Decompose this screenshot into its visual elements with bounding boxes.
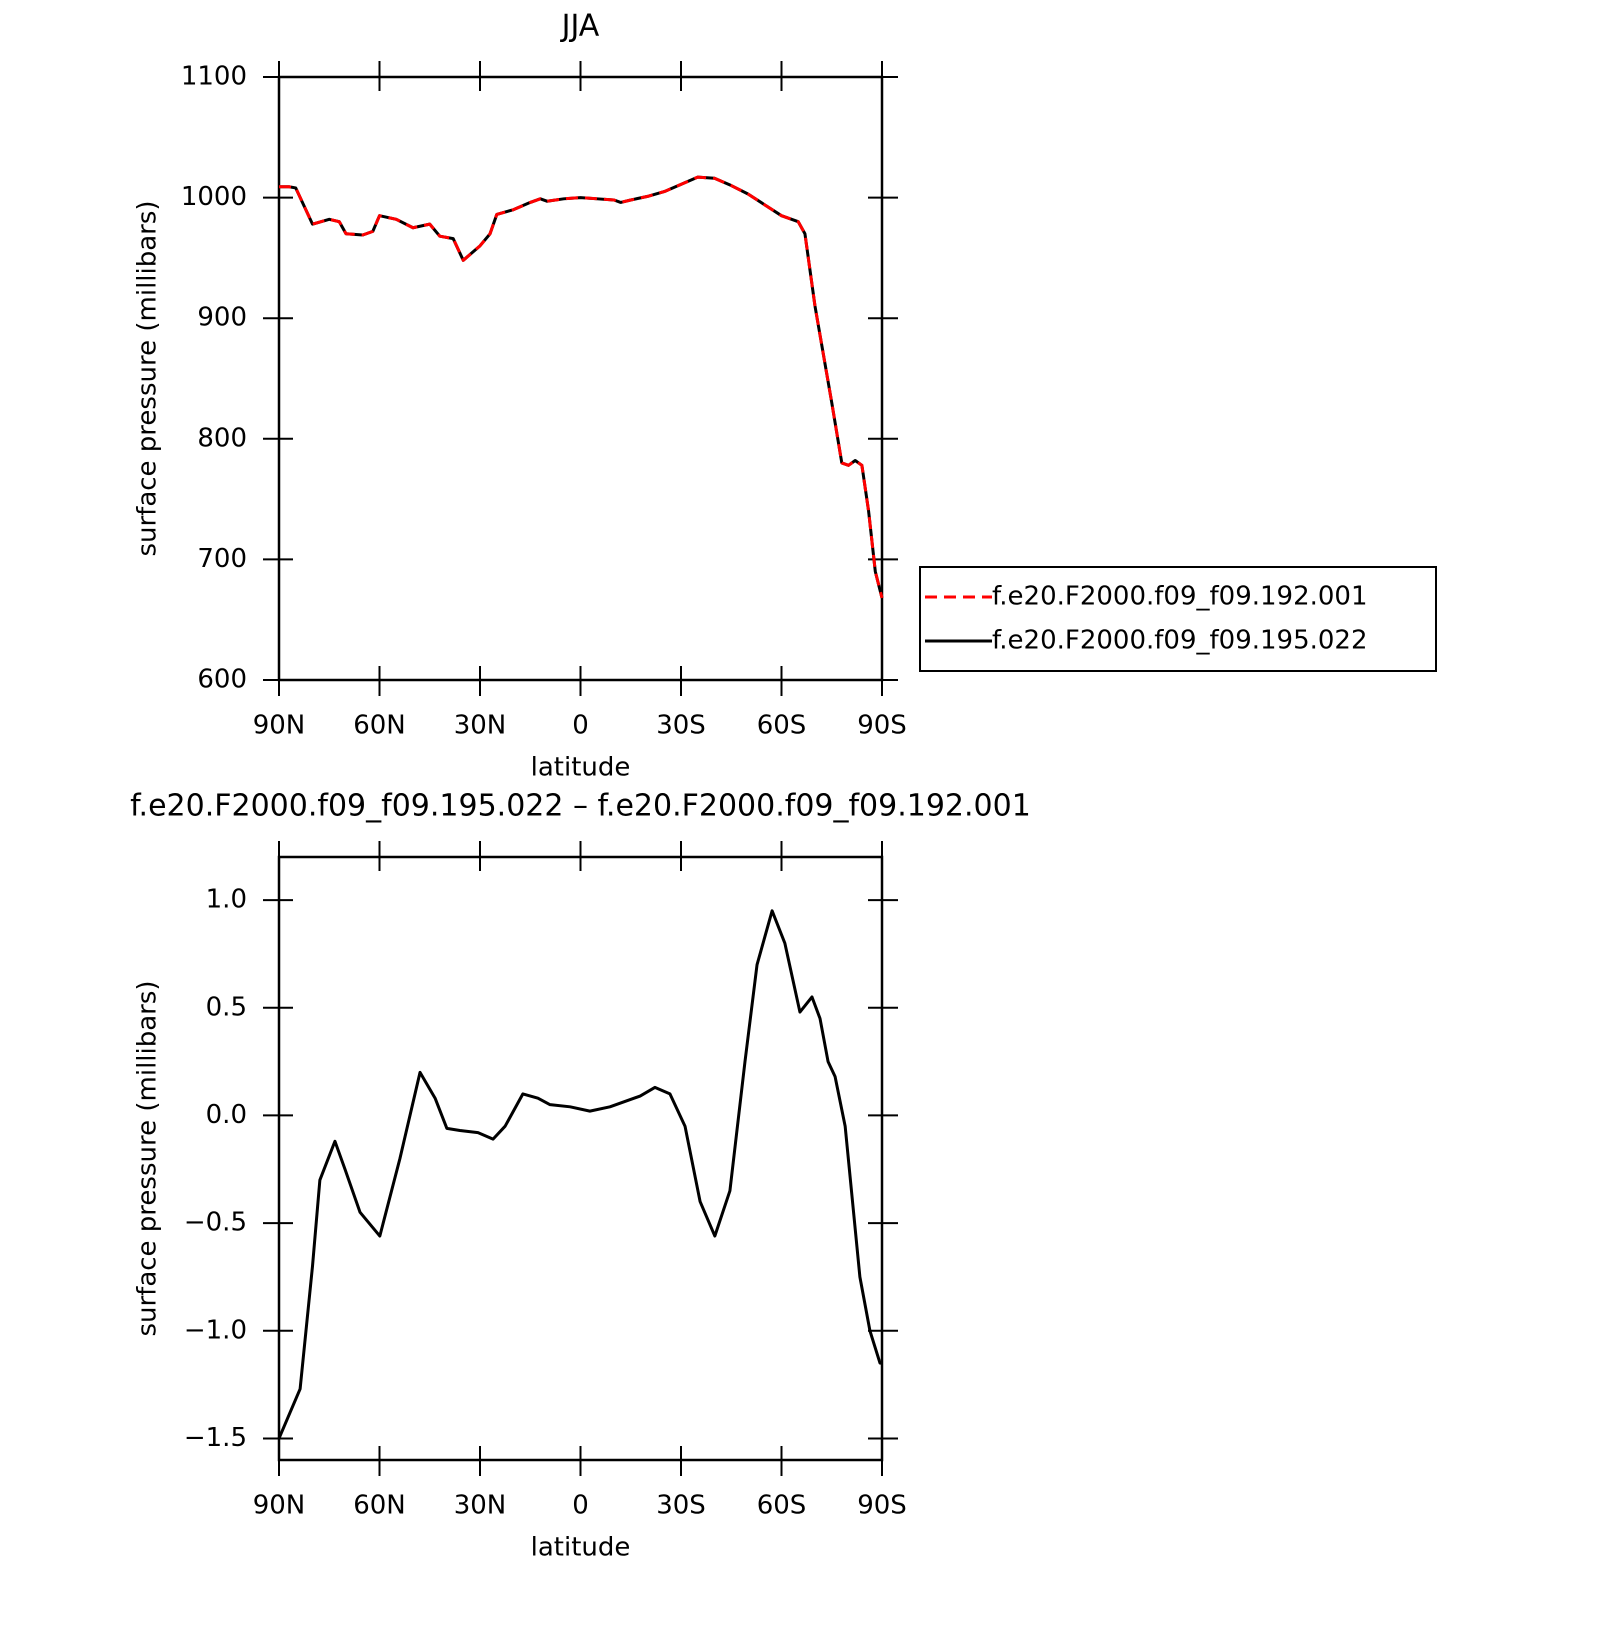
y-tick-label: 700 bbox=[197, 544, 247, 574]
y-axis-label: surface pressure (millibars) bbox=[133, 200, 163, 556]
x-tick-label: 90N bbox=[253, 711, 306, 741]
y-tick-label: 1100 bbox=[181, 62, 247, 92]
x-axis-label: latitude bbox=[531, 753, 631, 783]
data-line bbox=[277, 909, 882, 1440]
y-tick-label: 0.0 bbox=[206, 1100, 247, 1130]
y-tick-label: 1000 bbox=[181, 182, 247, 212]
y-tick-label: −1.0 bbox=[184, 1315, 247, 1345]
data-line bbox=[279, 175, 884, 599]
x-tick-label: 30N bbox=[454, 711, 507, 741]
x-tick-label: 90N bbox=[253, 1491, 306, 1521]
y-tick-label: 800 bbox=[197, 423, 247, 453]
y-tick-label: 900 bbox=[197, 303, 247, 333]
y-tick-label: 600 bbox=[197, 665, 247, 695]
data-line bbox=[279, 175, 884, 599]
x-tick-label: 30S bbox=[656, 1491, 706, 1521]
chart-title: f.e20.F2000.f09_f09.195.022 – f.e20.F200… bbox=[130, 789, 1031, 824]
x-tick-label: 30S bbox=[656, 711, 706, 741]
y-tick-label: 0.5 bbox=[206, 992, 247, 1022]
legend-box bbox=[919, 566, 1437, 672]
legend-label: f.e20.F2000.f09_f09.192.001 bbox=[992, 582, 1368, 612]
plot-frame bbox=[277, 855, 884, 1462]
x-tick-label: 60N bbox=[353, 711, 406, 741]
legend: f.e20.F2000.f09_f09.192.001 f.e20.F2000.f… bbox=[919, 566, 1437, 672]
x-tick-label: 60S bbox=[757, 1491, 807, 1521]
y-axis-label: surface pressure (millibars) bbox=[133, 980, 163, 1336]
y-tick-label: 1.0 bbox=[206, 885, 247, 915]
plot-frame bbox=[277, 75, 884, 682]
x-tick-label: 90S bbox=[857, 1491, 907, 1521]
x-tick-label: 30N bbox=[454, 1491, 507, 1521]
x-tick-label: 60N bbox=[353, 1491, 406, 1521]
x-tick-label: 0 bbox=[572, 711, 589, 741]
legend-label: f.e20.F2000.f09_f09.195.022 bbox=[992, 626, 1368, 656]
chart-title: JJA bbox=[560, 9, 600, 44]
y-tick-label: −1.5 bbox=[184, 1423, 247, 1453]
x-axis-label: latitude bbox=[531, 1533, 631, 1563]
y-tick-label: −0.5 bbox=[184, 1208, 247, 1238]
x-tick-label: 90S bbox=[857, 711, 907, 741]
x-tick-label: 0 bbox=[572, 1491, 589, 1521]
x-tick-label: 60S bbox=[757, 711, 807, 741]
